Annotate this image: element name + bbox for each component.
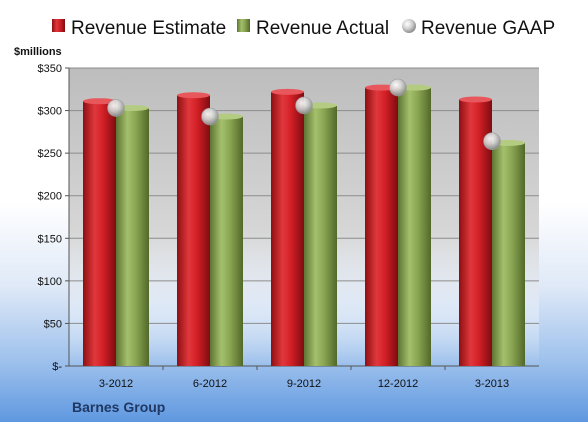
legend: Revenue Estimate Revenue Actual Revenue … <box>52 18 555 39</box>
y-tick-label: $150 <box>38 233 62 245</box>
legend-label-gaap: Revenue GAAP <box>421 18 555 39</box>
x-tick-label: 12-2012 <box>378 378 418 390</box>
marker-revenue-gaap <box>107 99 125 117</box>
marker-revenue-gaap <box>483 132 501 151</box>
legend-swatch-estimate <box>52 19 65 32</box>
marker-revenue-gaap <box>295 96 313 115</box>
y-tick-label: $350 <box>38 63 62 75</box>
bar-revenue-actual <box>210 116 243 366</box>
legend-label-actual: Revenue Actual <box>256 18 389 39</box>
plot-area: $- $50 $100 $150 $200 $250 $300 $350 3-2012 6-201… <box>38 63 539 390</box>
y-tick-label: $100 <box>38 276 62 288</box>
y-tick-label: $50 <box>44 318 62 330</box>
x-tick-label: 6-2012 <box>193 378 227 390</box>
bar-revenue-actual <box>398 87 431 366</box>
x-tick-label: 3-2013 <box>475 378 509 390</box>
bar-revenue-actual <box>304 105 337 366</box>
x-tick-label: 9-2012 <box>287 378 321 390</box>
bar-revenue-estimate <box>83 101 116 366</box>
legend-swatch-actual <box>237 19 250 32</box>
y-tick-label: $200 <box>38 191 62 203</box>
marker-revenue-gaap <box>201 107 219 126</box>
legend-swatch-gaap <box>402 19 416 33</box>
bar-revenue-estimate <box>271 91 304 366</box>
bar-revenue-actual <box>116 108 149 366</box>
bar-revenue-actual <box>492 142 525 366</box>
x-tick-label: 3-2012 <box>99 378 133 390</box>
bar-revenue-estimate <box>365 87 398 366</box>
y-tick-label: $250 <box>38 148 62 160</box>
bar-top-revenue-estimate <box>177 92 210 99</box>
bar-top-revenue-estimate <box>459 96 492 103</box>
bar-top-revenue-estimate <box>83 98 116 105</box>
y-axis-unit-label: $millions <box>14 46 62 58</box>
bar-revenue-estimate <box>177 95 210 366</box>
marker-revenue-gaap <box>389 78 407 97</box>
company-name: Barnes Group <box>72 399 165 415</box>
legend-label-estimate: Revenue Estimate <box>71 18 226 39</box>
bar-top-revenue-estimate <box>271 88 304 95</box>
y-tick-label: $300 <box>38 106 62 118</box>
y-tick-label: $- <box>52 361 62 373</box>
